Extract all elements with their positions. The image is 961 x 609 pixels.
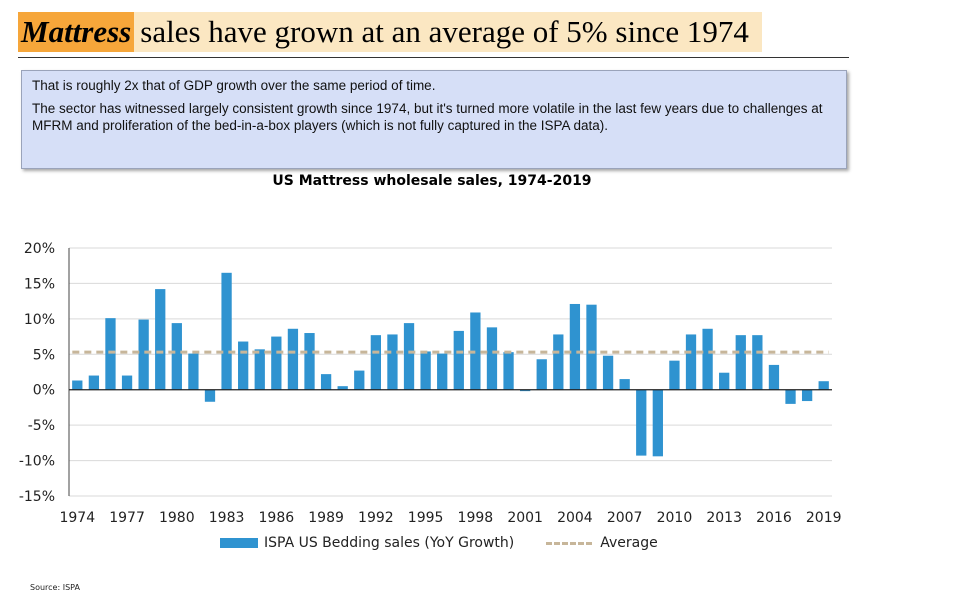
- bar-2000: [503, 352, 514, 390]
- bar-1997: [453, 330, 464, 390]
- bar-1977: [121, 375, 133, 390]
- bar-2004: [569, 303, 581, 390]
- bar-2003: [553, 334, 564, 390]
- headline-text: sales have grown at an average of 5% sin…: [140, 14, 749, 49]
- headline: Mattress sales have grown at an average o…: [18, 12, 762, 52]
- y-tick-label: 20%: [24, 241, 55, 257]
- bar-2013: [719, 372, 730, 390]
- y-tick-label: -10%: [19, 454, 55, 470]
- x-tick-label: 1986: [259, 510, 295, 526]
- x-tick-label: 1977: [109, 510, 145, 526]
- bar-1989: [320, 374, 332, 390]
- bar-1976: [105, 318, 116, 390]
- bar-2019: [818, 381, 829, 390]
- legend-line-label: Average: [600, 535, 658, 551]
- bar-1983: [221, 272, 232, 390]
- bar-1975: [88, 375, 100, 390]
- bar-2017: [785, 389, 796, 404]
- headline-rule: [18, 57, 849, 58]
- x-tick-label: 2016: [756, 510, 792, 526]
- y-tick-label: 0%: [33, 383, 55, 399]
- bar-1980: [171, 323, 182, 390]
- bar-2012: [702, 328, 713, 390]
- bar-1981: [188, 353, 199, 390]
- x-tick-label: 1983: [209, 510, 245, 526]
- x-tick-label: 1995: [408, 510, 444, 526]
- bar-2002: [536, 359, 547, 390]
- y-tick-label: 15%: [24, 276, 55, 292]
- y-tick-label: -15%: [19, 489, 55, 505]
- bar-2015: [752, 335, 763, 390]
- source-note: Source: ISPA: [30, 583, 80, 592]
- x-tick-label: 2004: [557, 510, 593, 526]
- y-tick-label: -5%: [28, 418, 55, 434]
- x-tick-label: 1998: [458, 510, 494, 526]
- bar-2007: [619, 379, 630, 390]
- bar-2005: [586, 304, 597, 390]
- bar-1979: [155, 289, 166, 390]
- bar-2008: [636, 389, 647, 456]
- bar-1986: [271, 336, 282, 390]
- legend-bar-label: ISPA US Bedding sales (YoY Growth): [264, 535, 515, 551]
- bar-2018: [801, 389, 813, 402]
- bar-1995: [420, 351, 431, 390]
- x-tick-label: 2007: [607, 510, 643, 526]
- bar-2009: [652, 389, 663, 457]
- bar-1988: [304, 333, 315, 390]
- x-tick-label: 1992: [358, 510, 394, 526]
- bar-1996: [437, 353, 448, 390]
- chart-title: US Mattress wholesale sales, 1974-2019: [272, 173, 592, 189]
- x-tick-label: 2013: [706, 510, 742, 526]
- legend-line-swatch: [546, 541, 593, 545]
- bar-1990: [337, 386, 348, 390]
- bar-1994: [403, 323, 415, 390]
- x-tick-label: 1980: [159, 510, 195, 526]
- y-tick-label: 10%: [24, 312, 55, 328]
- x-tick-label: 2019: [806, 510, 842, 526]
- y-tick-label: 5%: [33, 347, 55, 363]
- bar-2006: [602, 355, 614, 390]
- note-line-1: That is roughly 2x that of GDP growth ov…: [32, 78, 436, 93]
- chart-legend: ISPA US Bedding sales (YoY Growth) Avera…: [220, 534, 658, 552]
- x-tick-label: 1974: [59, 510, 95, 526]
- bar-1978: [138, 319, 149, 390]
- bar-2011: [685, 334, 697, 390]
- bar-1987: [287, 328, 299, 390]
- bar-1984: [238, 341, 249, 390]
- x-tick-label: 2010: [657, 510, 693, 526]
- chart-canvas: 20% 15% 10% 5% 0% -5% -10% -15%1974 1977 1980 1983…: [19, 241, 842, 526]
- legend-bar-swatch: [220, 538, 258, 548]
- bar-1991: [354, 370, 365, 390]
- summary-note: That is roughly 2x that of GDP growth ov…: [21, 70, 847, 169]
- bar-1999: [486, 327, 498, 390]
- bar-1985: [254, 349, 265, 390]
- x-tick-label: 1989: [308, 510, 344, 526]
- bar-2010: [669, 360, 680, 390]
- bar-1993: [387, 334, 398, 390]
- headline-highlight: Mattress: [18, 12, 135, 52]
- bar-1998: [470, 312, 481, 390]
- bar-1982: [204, 389, 216, 402]
- x-tick-label: 2001: [507, 510, 543, 526]
- bar-1992: [370, 335, 382, 390]
- bar-1974: [72, 380, 83, 390]
- bar-2016: [768, 364, 780, 390]
- bar-2001: [519, 389, 531, 392]
- note-line-2: The sector has witnessed largely consist…: [32, 101, 823, 133]
- bar-2014: [735, 335, 746, 390]
